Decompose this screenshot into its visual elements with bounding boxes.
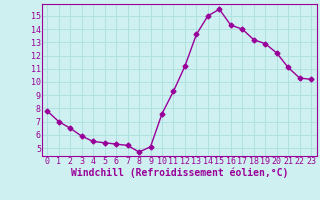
X-axis label: Windchill (Refroidissement éolien,°C): Windchill (Refroidissement éolien,°C): [70, 167, 288, 178]
